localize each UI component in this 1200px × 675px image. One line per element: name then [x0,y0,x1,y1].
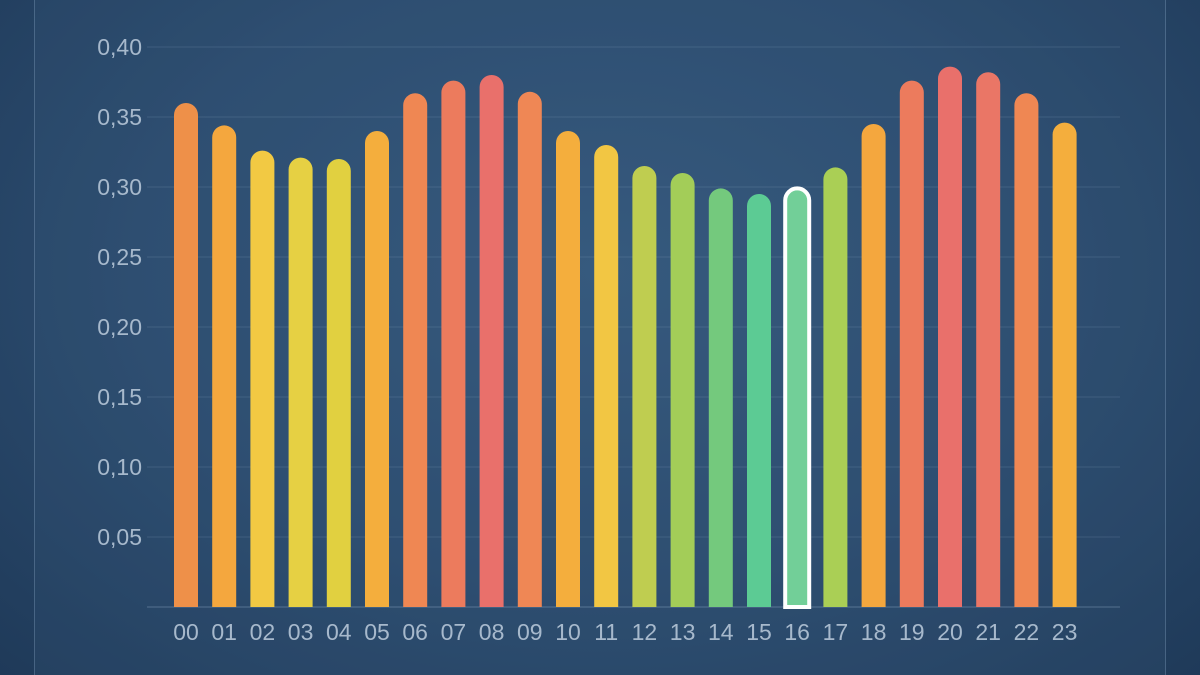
bar-12[interactable] [632,166,657,607]
x-tick-label: 06 [402,619,428,645]
bar-05[interactable] [365,131,389,607]
x-tick-label: 13 [670,619,696,645]
bar-06[interactable] [403,93,428,607]
y-tick-label: 0,40 [97,34,142,60]
y-tick-label: 0,20 [97,314,142,340]
y-tick-label: 0,30 [97,174,142,200]
x-tick-label: 08 [479,619,505,645]
x-tick-label: 04 [326,619,352,645]
x-axis: 00 01 02 03 04 05 06 07 08 09 10 11 12 13 14 15 16 17 18 19… [173,619,1077,645]
x-tick-label: 18 [861,619,887,645]
bar-09[interactable] [517,91,542,608]
bar-07[interactable] [441,80,466,608]
x-tick-label: 23 [1052,619,1078,645]
x-tick-label: 10 [555,619,581,645]
x-tick-label: 19 [899,619,925,645]
bar-04[interactable] [326,159,351,607]
y-axis: 0,05 0,10 0,15 0,20 0,25 0,30 0,35 0,40 [97,34,142,550]
y-tick-label: 0,25 [97,244,142,270]
bar-19[interactable] [899,80,924,608]
bar-00[interactable] [174,103,198,607]
bar-03[interactable] [288,157,313,607]
x-tick-label: 22 [1014,619,1040,645]
bar-15[interactable] [747,194,771,607]
x-tick-label: 00 [173,619,199,645]
x-tick-label: 16 [784,619,810,645]
bar-17[interactable] [823,167,848,607]
x-tick-label: 14 [708,619,734,645]
y-tick-label: 0,05 [97,524,142,550]
bar-20[interactable] [938,66,962,608]
y-tick-label: 0,15 [97,384,142,410]
x-tick-label: 07 [441,619,467,645]
x-tick-label: 21 [975,619,1001,645]
x-tick-label: 17 [823,619,849,645]
bar-02[interactable] [250,150,275,607]
bar-23[interactable] [1052,122,1077,607]
bar-10[interactable] [556,131,580,607]
x-tick-label: 12 [632,619,658,645]
bar-highlight-outline [783,186,812,609]
bar-16[interactable] [785,188,810,607]
y-tick-label: 0,10 [97,454,142,480]
x-tick-label: 05 [364,619,390,645]
bar-14[interactable] [708,188,733,607]
y-tick-label: 0,35 [97,104,142,130]
bar-01[interactable] [212,125,237,607]
x-tick-label: 01 [211,619,237,645]
x-tick-label: 11 [594,619,618,645]
bar-08[interactable] [479,75,504,607]
bar-13[interactable] [670,173,695,607]
bar-21[interactable] [976,72,1001,607]
x-tick-label: 02 [250,619,276,645]
x-tick-label: 09 [517,619,543,645]
bar-22[interactable] [1014,93,1039,607]
bar-11[interactable] [594,145,619,607]
x-tick-label: 15 [746,619,772,645]
bar-18[interactable] [861,124,886,608]
bars [174,66,1077,609]
x-tick-label: 20 [937,619,963,645]
x-tick-label: 03 [288,619,314,645]
